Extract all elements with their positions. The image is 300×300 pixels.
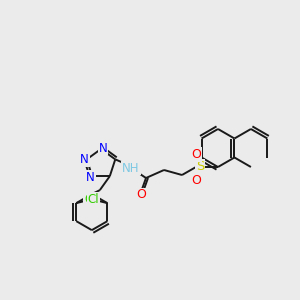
Text: O: O <box>191 148 201 160</box>
Text: Cl: Cl <box>84 193 96 206</box>
Text: Cl: Cl <box>88 193 99 206</box>
Text: S: S <box>196 160 204 173</box>
Text: N: N <box>80 153 89 166</box>
Text: N: N <box>86 171 94 184</box>
Text: NH: NH <box>122 161 140 175</box>
Text: N: N <box>99 142 107 154</box>
Text: O: O <box>191 173 201 187</box>
Text: O: O <box>136 188 146 202</box>
